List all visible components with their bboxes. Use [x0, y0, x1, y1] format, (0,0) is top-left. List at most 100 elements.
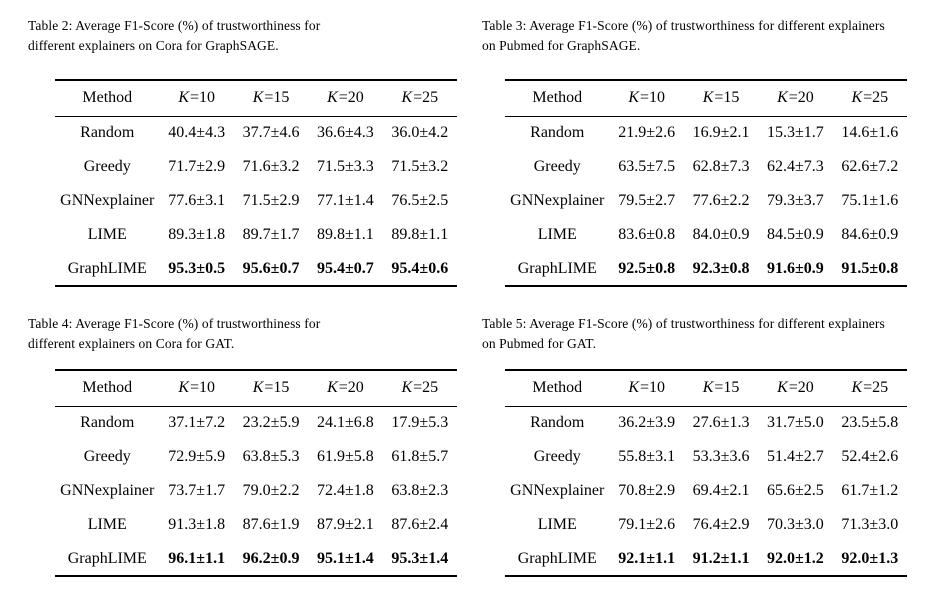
value-cell: 37.7±4.6	[242, 124, 300, 142]
k-symbol: K	[178, 89, 190, 107]
table-row: Random 37.1±7.2 23.2±5.9 24.1±6.8 17.9±5.3	[55, 406, 457, 440]
table-row: LIME 91.3±1.8 87.6±1.9 87.9±2.1 87.6±2.4	[55, 508, 457, 542]
table2-figure: Table 2: Average F1-Score (%) of trustwo…	[28, 16, 457, 287]
k-symbol: K	[628, 89, 640, 107]
table-row: GNNexplainer 70.8±2.9 69.4±2.1 65.6±2.5 61.7…	[505, 474, 907, 508]
method-cell: GNNexplainer	[510, 192, 605, 209]
results-table: Method K=10 K=15 K=20 K=25 Random 40.4±4.3 37.7…	[55, 79, 457, 287]
value-cell: 16.9±2.1	[692, 124, 750, 142]
value-cell: 72.4±1.8	[317, 482, 374, 499]
value-cell: 72.9±5.9	[168, 448, 226, 465]
value-cell: 91.6±0.9	[767, 259, 824, 277]
table-header-row: Method K=10 K=15 K=20 K=25	[505, 80, 907, 117]
k-column-header: K=10	[159, 370, 234, 407]
k-column-header: K=15	[233, 80, 309, 117]
k-column-header: K=15	[233, 370, 309, 407]
table-header-row: Method K=10 K=15 K=20 K=25	[55, 370, 457, 407]
k-column-header: K=20	[308, 370, 383, 407]
value-cell: 70.8±2.9	[618, 482, 676, 499]
value-cell: 23.2±5.9	[242, 414, 300, 432]
table-row: GraphLIME 95.3±0.5 95.6±0.7 95.4±0.7 95.4±0.…	[55, 252, 457, 286]
value-cell: 79.5±2.7	[618, 192, 676, 209]
method-cell: Random	[530, 124, 585, 142]
value-cell: 63.8±2.3	[391, 482, 449, 499]
table-row: GNNexplainer 77.6±3.1 71.5±2.9 77.1±1.4 76.5…	[55, 184, 457, 218]
table5-figure: Table 5: Average F1-Score (%) of trustwo…	[482, 314, 907, 577]
k-column-header: K=20	[758, 80, 833, 117]
table5-caption: Table 5: Average F1-Score (%) of trustwo…	[482, 314, 907, 354]
results-table: Method K=10 K=15 K=20 K=25 Random 21.9±2.6 16.9…	[505, 79, 907, 287]
method-cell: Greedy	[533, 448, 581, 465]
method-cell: LIME	[87, 226, 127, 243]
value-cell: 79.0±2.2	[242, 482, 300, 499]
value-cell: 95.3±1.4	[391, 549, 449, 567]
table-row: LIME 79.1±2.6 76.4±2.9 70.3±3.0 71.3±3.0	[505, 508, 907, 542]
value-cell: 89.8±1.1	[317, 226, 374, 243]
value-cell: 14.6±1.6	[841, 124, 899, 142]
table-row: Greedy 63.5±7.5 62.8±7.3 62.4±7.3 62.6±7.2	[505, 150, 907, 184]
table-row: LIME 89.3±1.8 89.7±1.7 89.8±1.1 89.8±1.1	[55, 218, 457, 252]
k-symbol: K	[327, 89, 338, 107]
caption-line: different explainers on Cora for GAT.	[28, 336, 235, 351]
value-cell: 69.4±2.1	[692, 482, 750, 499]
value-cell: 92.0±1.3	[841, 549, 899, 567]
value-cell: 92.1±1.1	[618, 549, 676, 567]
caption-line: different explainers on Cora for GraphSA…	[28, 38, 279, 53]
method-cell: GNNexplainer	[60, 482, 155, 499]
value-cell: 70.3±3.0	[767, 516, 824, 533]
method-cell: GraphLIME	[67, 549, 147, 567]
table4-figure: Table 4: Average F1-Score (%) of trustwo…	[28, 314, 457, 577]
value-cell: 71.5±3.3	[317, 158, 374, 175]
caption-line: Table 2: Average F1-Score (%) of trustwo…	[28, 18, 321, 33]
value-cell: 71.6±3.2	[242, 158, 300, 175]
k-symbol: K	[851, 379, 863, 397]
value-cell: 62.4±7.3	[767, 158, 824, 175]
value-cell: 91.2±1.1	[692, 549, 750, 567]
value-cell: 31.7±5.0	[767, 414, 824, 432]
value-cell: 61.8±5.7	[391, 448, 449, 465]
caption-line: Table 4: Average F1-Score (%) of trustwo…	[28, 316, 321, 331]
table3-figure: Table 3: Average F1-Score (%) of trustwo…	[482, 16, 907, 287]
value-cell: 62.8±7.3	[692, 158, 750, 175]
table-row: Greedy 71.7±2.9 71.6±3.2 71.5±3.3 71.5±3.2	[55, 150, 457, 184]
k-column-header: K=25	[382, 80, 457, 117]
value-cell: 77.1±1.4	[317, 192, 374, 209]
method-cell: GraphLIME	[67, 259, 147, 277]
value-cell: 96.2±0.9	[242, 549, 300, 567]
results-table: Method K=10 K=15 K=20 K=25 Random 37.1±7.2 23.2…	[55, 369, 457, 577]
value-cell: 95.1±1.4	[317, 549, 374, 567]
table-row: GraphLIME 92.5±0.8 92.3±0.8 91.6±0.9 91.5±0.…	[505, 252, 907, 286]
value-cell: 36.0±4.2	[391, 124, 449, 142]
table2-mount: Method K=10 K=15 K=20 K=25 Random 40.4±4.3 37.7…	[28, 79, 457, 287]
value-cell: 95.6±0.7	[242, 259, 300, 277]
table2-caption: Table 2: Average F1-Score (%) of trustwo…	[28, 16, 457, 56]
value-cell: 76.5±2.5	[391, 192, 449, 209]
method-cell: Random	[530, 414, 585, 432]
results-table: Method K=10 K=15 K=20 K=25 Random 36.2±3.9 27.6…	[505, 369, 907, 577]
table-row: Random 40.4±4.3 37.7±4.6 36.6±4.3 36.0±4.2	[55, 116, 457, 150]
value-cell: 23.5±5.8	[841, 414, 899, 432]
k-symbol: K	[851, 89, 863, 107]
k-column-header: K=10	[609, 80, 684, 117]
value-cell: 17.9±5.3	[391, 414, 449, 432]
k-symbol: K	[327, 379, 338, 397]
table-row: GraphLIME 96.1±1.1 96.2±0.9 95.1±1.4 95.3±1.…	[55, 542, 457, 576]
method-cell: GNNexplainer	[60, 192, 155, 209]
method-cell: GraphLIME	[517, 549, 597, 567]
value-cell: 75.1±1.6	[841, 192, 899, 209]
value-cell: 77.6±3.1	[168, 192, 226, 209]
method-cell: Greedy	[533, 158, 581, 175]
value-cell: 84.6±0.9	[841, 226, 899, 243]
value-cell: 95.3±0.5	[168, 259, 226, 277]
caption-line: Table 5: Average F1-Score (%) of trustwo…	[482, 316, 885, 331]
k-column-header: K=10	[609, 370, 684, 407]
value-cell: 91.5±0.8	[841, 259, 899, 277]
caption-line: on Pubmed for GraphSAGE.	[482, 38, 641, 53]
value-cell: 55.8±3.1	[618, 448, 676, 465]
k-column-header: K=20	[758, 370, 833, 407]
value-cell: 92.3±0.8	[692, 259, 750, 277]
method-cell: LIME	[537, 516, 577, 533]
value-cell: 95.4±0.7	[317, 259, 374, 277]
value-cell: 89.8±1.1	[391, 226, 449, 243]
method-cell: Greedy	[83, 158, 131, 175]
